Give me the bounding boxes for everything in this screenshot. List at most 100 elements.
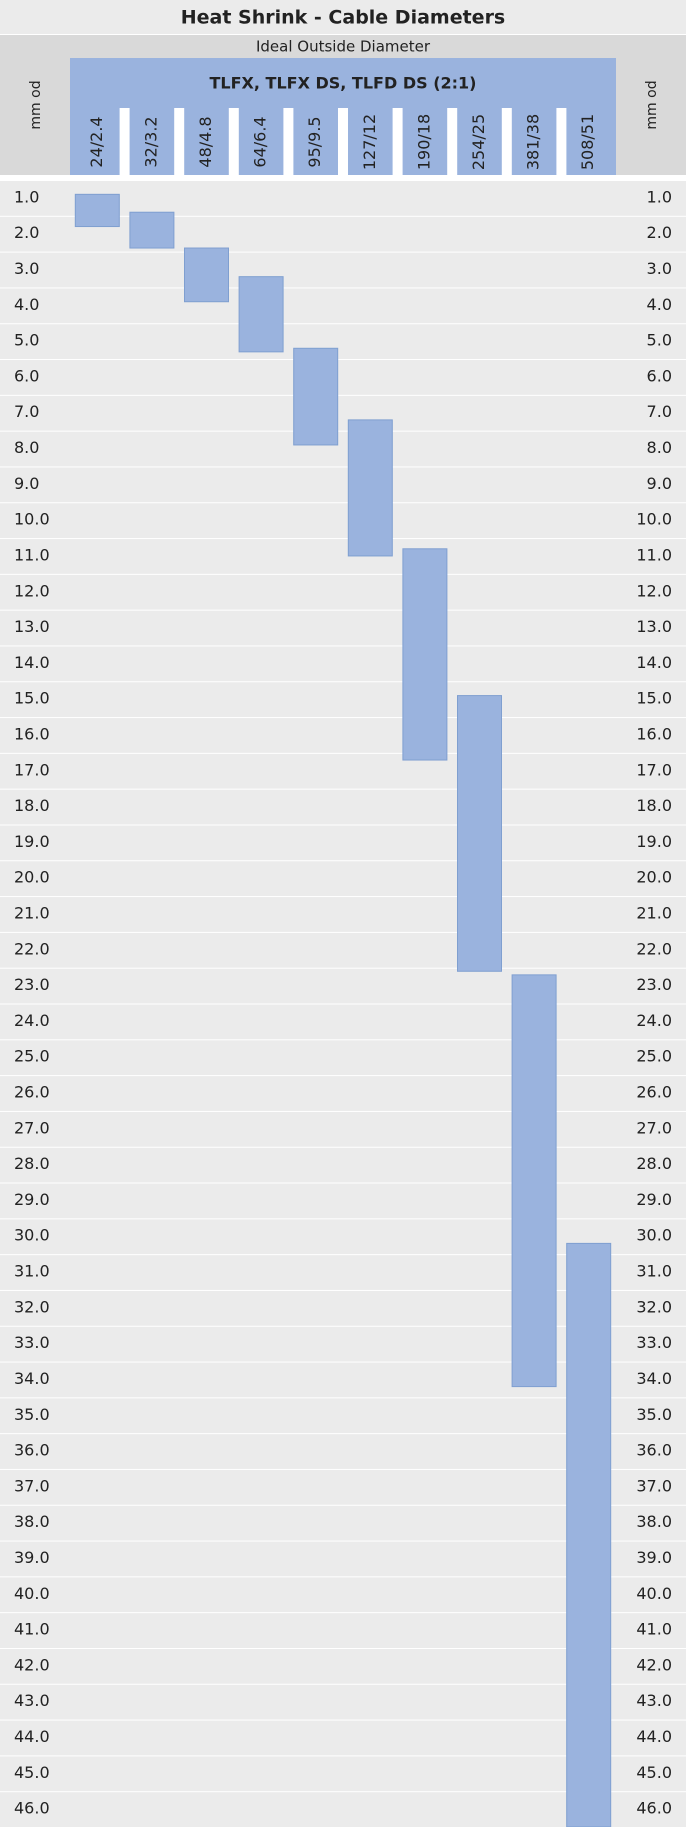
y-tick-label: 34.0 xyxy=(14,1369,50,1388)
y2-tick-label: 16.0 xyxy=(636,724,672,743)
y-tick-label: 43.0 xyxy=(14,1691,50,1710)
y-tick-label: 29.0 xyxy=(14,1190,50,1209)
y-tick-label: 40.0 xyxy=(14,1584,50,1603)
y-tick-label: 22.0 xyxy=(14,939,50,958)
y-tick-label: 42.0 xyxy=(14,1655,50,1674)
y2-tick-label: 20.0 xyxy=(636,868,672,887)
header-gap xyxy=(501,108,512,175)
y-tick-label: 38.0 xyxy=(14,1512,50,1531)
x-tick-label: 508/51 xyxy=(578,114,597,170)
x-tick-label: 48/4.8 xyxy=(196,116,215,167)
range-bar xyxy=(184,247,229,303)
y2-tick-label: 12.0 xyxy=(636,581,672,600)
y2-tick-label: 1.0 xyxy=(647,187,672,206)
y-tick-label: 15.0 xyxy=(14,689,50,708)
y2-tick-label: 43.0 xyxy=(636,1691,672,1710)
y2-tick-label: 5.0 xyxy=(647,331,672,350)
grid-band xyxy=(0,431,686,467)
y-tick-label: 27.0 xyxy=(14,1118,50,1137)
y2-tick-label: 26.0 xyxy=(636,1083,672,1102)
header-gap xyxy=(283,108,294,175)
range-bar xyxy=(402,548,448,761)
x-tick-label: 32/3.2 xyxy=(141,116,160,167)
group-label: TLFX, TLFX DS, TLFD DS (2:1) xyxy=(210,74,477,93)
y-tick-label: 33.0 xyxy=(14,1333,50,1352)
grid-band xyxy=(0,968,686,1004)
y-tick-label: 24.0 xyxy=(14,1011,50,1030)
y-tick-label: 11.0 xyxy=(14,545,50,564)
grid-band xyxy=(0,825,686,861)
grid-band xyxy=(0,646,686,682)
range-bar xyxy=(74,193,120,228)
y2-tick-label: 38.0 xyxy=(636,1512,672,1531)
grid-band xyxy=(0,360,686,395)
range-bar xyxy=(238,276,284,353)
x-tick-label: 190/18 xyxy=(414,114,433,170)
y-tick-label: 3.0 xyxy=(14,259,39,278)
y2-tick-label: 24.0 xyxy=(636,1011,672,1030)
y-tick-label: 16.0 xyxy=(14,724,50,743)
y-tick-label: 41.0 xyxy=(14,1620,50,1639)
range-bar xyxy=(511,974,557,1388)
y2-tick-label: 30.0 xyxy=(636,1226,672,1245)
x-tick-label: 24/2.4 xyxy=(87,116,106,167)
y-tick-label: 18.0 xyxy=(14,796,50,815)
grid-band xyxy=(0,861,686,897)
y-tick-label: 19.0 xyxy=(14,832,50,851)
y-tick-label: 26.0 xyxy=(14,1083,50,1102)
x-tick-label: 95/9.5 xyxy=(305,116,324,167)
y2-tick-label: 11.0 xyxy=(636,545,672,564)
grid-band xyxy=(0,682,686,718)
y2-axis-label: mm od xyxy=(644,80,660,129)
grid-band xyxy=(0,718,686,753)
y-tick-label: 1.0 xyxy=(14,187,39,206)
y-tick-label: 44.0 xyxy=(14,1727,50,1746)
x-tick-label: 254/25 xyxy=(469,114,488,170)
y2-tick-label: 39.0 xyxy=(636,1548,672,1567)
y2-tick-label: 18.0 xyxy=(636,796,672,815)
y2-tick-label: 25.0 xyxy=(636,1047,672,1066)
y2-tick-label: 4.0 xyxy=(647,295,672,314)
grid-band xyxy=(0,1040,686,1076)
range-bar xyxy=(347,419,393,557)
y-tick-label: 9.0 xyxy=(14,474,39,493)
y2-tick-label: 28.0 xyxy=(636,1154,672,1173)
y-tick-label: 4.0 xyxy=(14,295,39,314)
y-tick-label: 10.0 xyxy=(14,510,50,529)
y-tick-label: 8.0 xyxy=(14,438,39,457)
y-tick-label: 46.0 xyxy=(14,1799,50,1818)
header-gap xyxy=(228,108,239,175)
y-tick-label: 25.0 xyxy=(14,1047,50,1066)
y2-tick-label: 2.0 xyxy=(647,223,672,242)
y-tick-label: 12.0 xyxy=(14,581,50,600)
title-band xyxy=(0,0,686,34)
y2-tick-label: 7.0 xyxy=(647,402,672,421)
y2-tick-label: 37.0 xyxy=(636,1476,672,1495)
grid-band xyxy=(0,753,686,789)
y2-tick-label: 41.0 xyxy=(636,1620,672,1639)
y2-tick-label: 31.0 xyxy=(636,1262,672,1281)
y-tick-label: 14.0 xyxy=(14,653,50,672)
y2-tick-label: 33.0 xyxy=(636,1333,672,1352)
y2-tick-label: 22.0 xyxy=(636,939,672,958)
y2-tick-label: 10.0 xyxy=(636,510,672,529)
y-axis-label: mm od xyxy=(28,80,44,129)
y-tick-label: 36.0 xyxy=(14,1441,50,1460)
y2-tick-label: 46.0 xyxy=(636,1799,672,1818)
range-bar xyxy=(566,1242,612,1827)
header-gap xyxy=(556,108,567,175)
grid-band xyxy=(0,539,686,574)
y2-tick-label: 13.0 xyxy=(636,617,672,636)
grid-band xyxy=(0,1076,686,1111)
range-bar xyxy=(129,211,175,249)
y2-tick-label: 40.0 xyxy=(636,1584,672,1603)
y2-tick-label: 3.0 xyxy=(647,259,672,278)
y2-tick-label: 21.0 xyxy=(636,903,672,922)
grid-band xyxy=(0,574,686,610)
y2-tick-label: 32.0 xyxy=(636,1297,672,1316)
y2-tick-label: 17.0 xyxy=(636,760,672,779)
grid-band xyxy=(0,1183,686,1219)
y-tick-label: 20.0 xyxy=(14,868,50,887)
y-tick-label: 39.0 xyxy=(14,1548,50,1567)
y2-tick-label: 36.0 xyxy=(636,1441,672,1460)
